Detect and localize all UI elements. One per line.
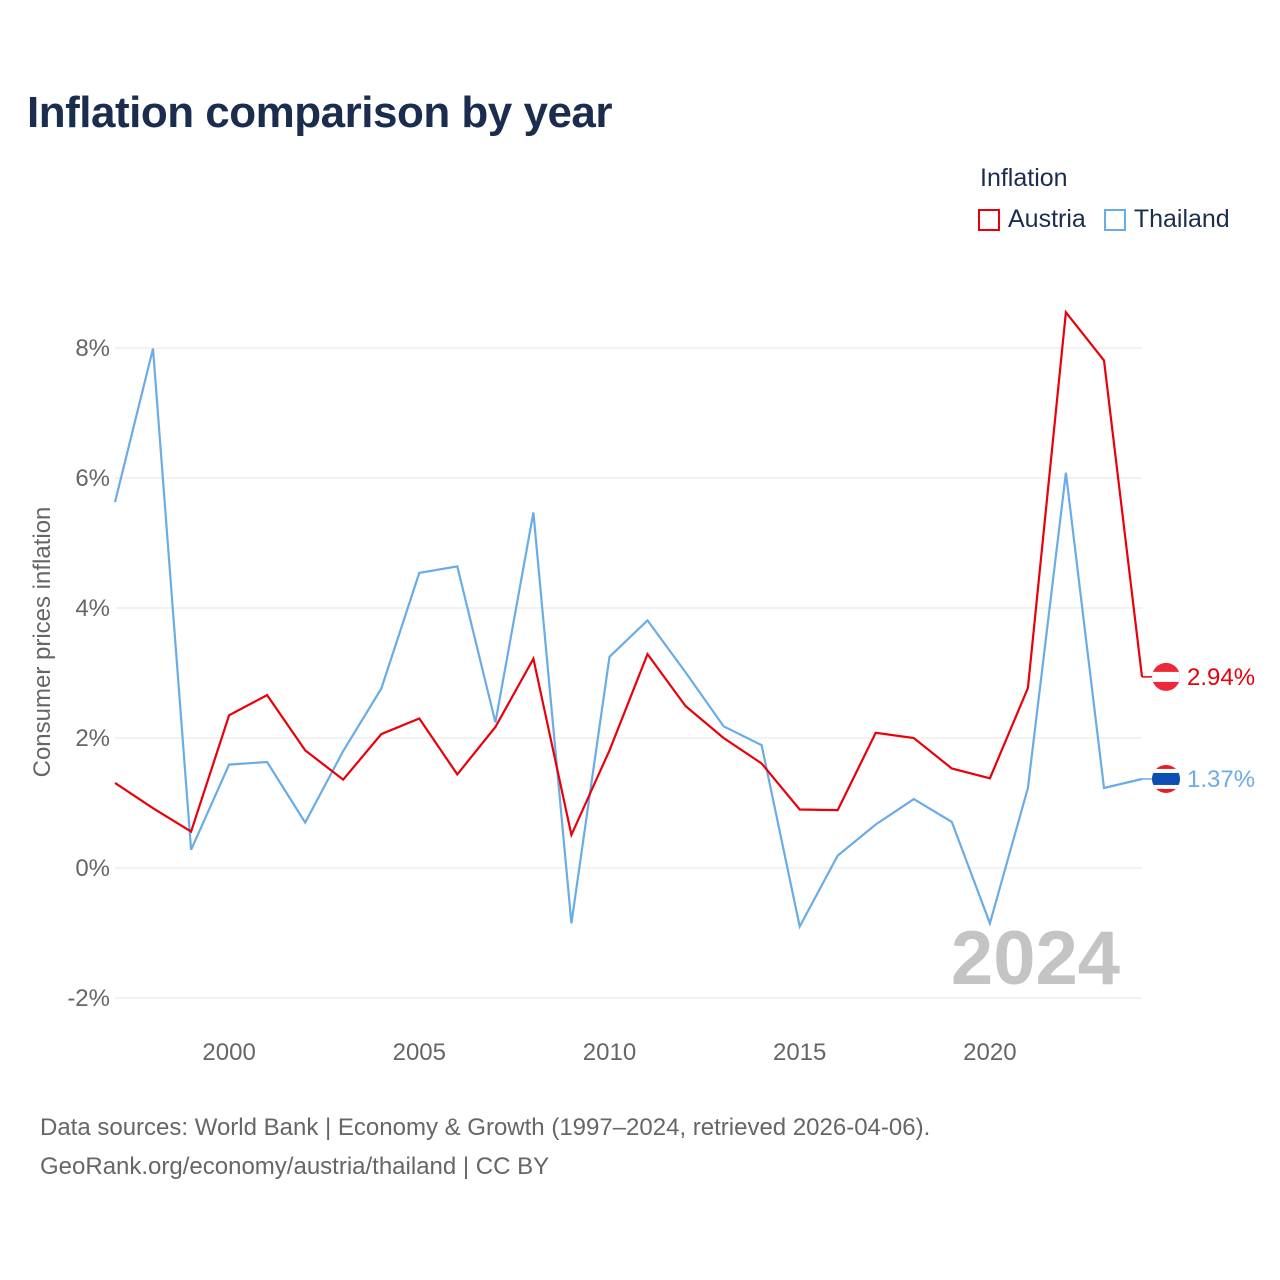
- x-tick-label: 2010: [583, 1039, 636, 1066]
- y-tick-label: -2%: [67, 985, 110, 1012]
- grid-lines: [115, 347, 1142, 999]
- series-line-austria: [114, 309, 1144, 839]
- y-tick-label: 2%: [75, 725, 110, 752]
- end-markers: 2.94% 1.37%: [1142, 662, 1255, 793]
- series-line-thailand: [113, 348, 1143, 930]
- legend-label-austria: Austria: [1008, 205, 1086, 233]
- y-tick-labels: -2% 0% 2% 4% 6% 8%: [67, 335, 110, 1012]
- x-tick-label: 2020: [963, 1039, 1016, 1066]
- x-tick-label: 2015: [773, 1039, 826, 1066]
- source-line-1: Data sources: World Bank | Economy & Gro…: [40, 1114, 931, 1141]
- source-note: Data sources: World Bank | Economy & Gro…: [40, 1108, 930, 1186]
- chart-title: Inflation comparison by year: [27, 88, 613, 137]
- x-tick-labels: 2000 2005 2010 2015 2020: [202, 1039, 1016, 1066]
- y-tick-label: 6%: [75, 465, 110, 492]
- end-label-austria: 2.94%: [1187, 664, 1255, 691]
- legend-swatch-austria: [978, 208, 1000, 231]
- flag-white-band: [1152, 671, 1180, 682]
- flag-badge-thailand: [1152, 764, 1180, 793]
- legend-item-austria[interactable]: Austria: [978, 205, 1086, 234]
- legend-title: Inflation: [980, 164, 1068, 192]
- y-tick-label: 0%: [75, 855, 110, 882]
- x-tick-label: 2000: [202, 1039, 255, 1066]
- flag-blue-band: [1152, 772, 1180, 785]
- series-lines: [113, 309, 1144, 930]
- flag-badge-austria: [1152, 662, 1180, 691]
- source-line-2[interactable]: GeoRank.org/economy/austria/thailand | C…: [40, 1153, 550, 1180]
- x-tick-label: 2005: [393, 1039, 446, 1066]
- y-tick-label: 8%: [75, 335, 110, 362]
- legend: Austria Thailand: [978, 205, 1248, 234]
- year-watermark: 2024: [951, 916, 1120, 1001]
- legend-item-thailand[interactable]: Thailand: [1103, 205, 1230, 234]
- y-axis-label: Consumer prices inflation: [29, 507, 56, 778]
- y-tick-label: 4%: [75, 595, 110, 622]
- line-chart: -2% 0% 2% 4% 6% 8% 2000 2005 2010 2015 2020 Consu…: [29, 309, 1255, 1066]
- end-label-thailand: 1.37%: [1187, 766, 1255, 793]
- legend-swatch-thailand: [1103, 208, 1126, 231]
- legend-label-thailand: Thailand: [1133, 205, 1230, 233]
